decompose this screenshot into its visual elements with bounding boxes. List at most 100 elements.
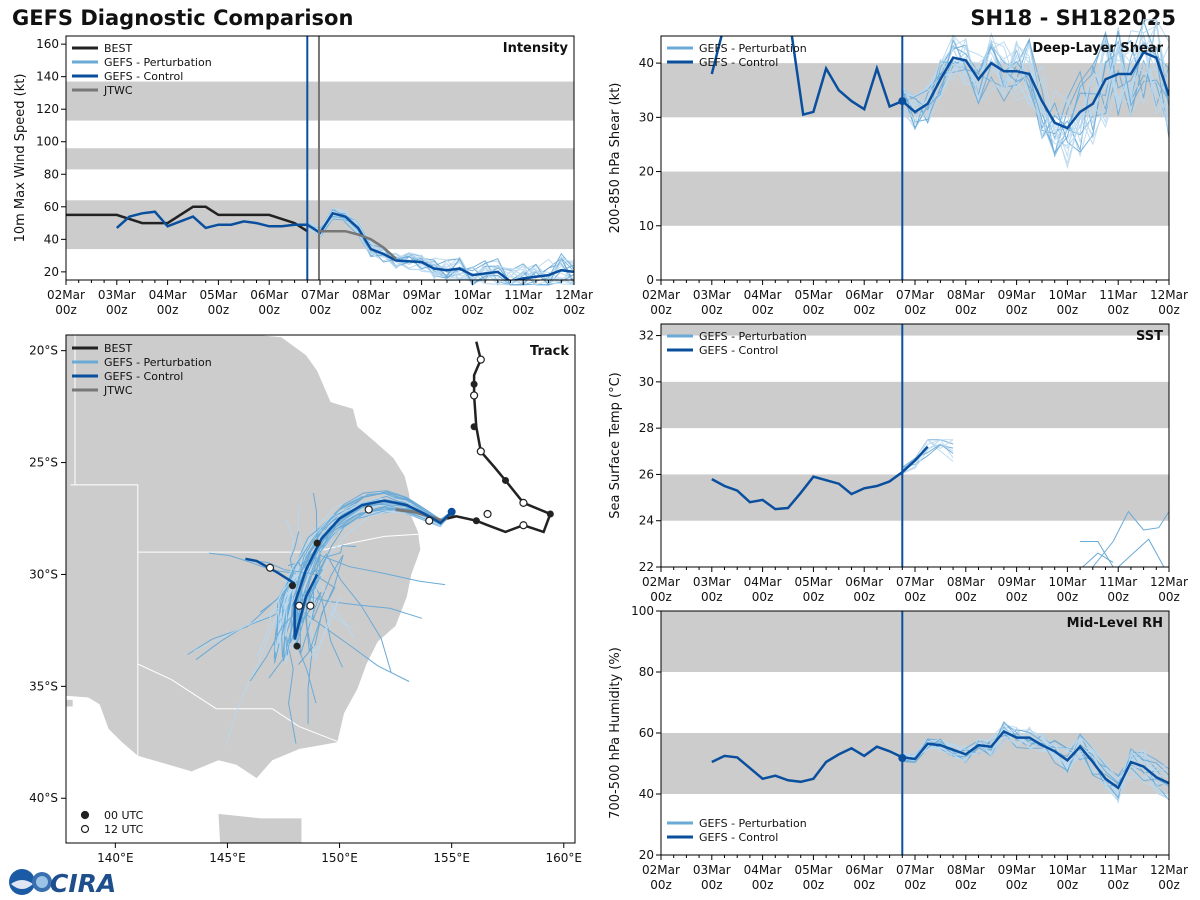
series-gefs-control [115,210,574,280]
best-00utc-marker [470,380,478,388]
x-tick-label: 00z [1057,878,1079,892]
x-tick-label: 00z [157,303,179,317]
x-tick-label: 00z [955,590,977,604]
mid-level-rh-chart: 02Mar00z03Mar00z04Mar00z05Mar00z06Mar00z… [608,604,1188,892]
chart-title: Track [530,344,569,359]
x-tick-label: 00z [853,878,875,892]
control-12utc-marker [265,563,275,572]
map-layer [66,335,575,843]
x-tick-label: 00z [208,303,230,317]
x-tick-label: 04Mar [744,288,782,302]
legend-label: GEFS - Perturbation [104,56,212,69]
legend-label: GEFS - Control [104,370,183,383]
x-tick-label: 00z [650,303,672,317]
x-tick-label: 00z [701,878,723,892]
y-tick-label: 60 [639,726,654,740]
x-tick-label: 00z [563,303,585,317]
deep-layer-shear-chart: 02Mar00z03Mar00z04Mar00z05Mar00z06Mar00z… [608,19,1188,317]
best-12utc-marker [483,509,492,519]
control-12utc-marker [295,601,304,610]
series-gefs-control [711,445,929,511]
y-axis-label: 200-850 hPa Shear (kt) [608,83,623,234]
x-tick-label: 06Mar [250,288,288,302]
x-tick-label: 155°E [433,851,470,865]
shading-band [661,324,1169,336]
init-marker [898,97,907,106]
x-tick-label: 10Mar [1048,575,1086,589]
perturbation-line [902,439,954,474]
shading-band [661,474,1169,521]
x-tick-label: 02Mar [642,288,680,302]
y-tick-label: 30 [639,110,654,124]
perturbation-line [1080,541,1114,568]
legend-label: GEFS - Control [699,56,778,69]
series-gefs-control [711,729,1169,790]
x-tick-label: 00z [752,590,774,604]
shading-band [66,81,574,121]
x-tick-label: 150°E [321,851,358,865]
x-tick-label: 00z [752,303,774,317]
x-tick-label: 00z [701,303,723,317]
x-tick-label: 00z [1158,878,1180,892]
y-tick-label: 40 [639,56,654,70]
x-tick-label: 12Mar [555,288,593,302]
best-00utc-marker [472,517,480,525]
series-jtwc [320,229,398,260]
x-tick-label: 04Mar [149,288,187,302]
shading-band [66,148,574,170]
legend-label: GEFS - Perturbation [104,356,212,369]
best-00utc-marker [546,510,554,518]
x-tick-label: 00z [360,303,382,317]
legend-label: GEFS - Perturbation [699,817,807,830]
legend-label: GEFS - Perturbation [699,42,807,55]
y-tick-label: 26 [639,467,654,481]
x-tick-label: 12Mar [1150,863,1188,877]
control-00utc-marker [313,539,321,547]
y-tick-label: 80 [639,665,654,679]
x-tick-label: 00z [1107,590,1129,604]
perturbation-line [306,217,575,286]
x-tick-label: 00z [1006,590,1028,604]
x-tick-label: 00z [462,303,484,317]
x-tick-label: 10Mar [1048,288,1086,302]
legend-label: BEST [104,42,132,55]
y-axis-label: 700-500 hPa Humidity (%) [608,647,623,819]
y-tick-label: 10 [639,219,654,233]
control-12utc-marker [425,516,434,525]
y-tick-label: 20°S [29,344,58,358]
x-tick-label: 00z [1158,590,1180,604]
control-00utc-marker [293,642,301,650]
sst-chart: 02Mar00z03Mar00z04Mar00z05Mar00z06Mar00z… [608,323,1188,604]
x-tick-label: 00z [1057,303,1079,317]
x-tick-label: 00z [512,303,534,317]
x-tick-label: 02Mar [47,288,85,302]
control-12utc-marker [364,505,373,514]
x-tick-label: 05Mar [199,288,237,302]
x-tick-label: 11Mar [504,288,542,302]
y-tick-label: 20 [639,848,654,862]
legend-label: GEFS - Control [104,70,183,83]
x-tick-label: 00z [650,590,672,604]
x-tick-label: 02Mar [642,863,680,877]
x-tick-label: 02Mar [642,575,680,589]
y-tick-label: 25°S [29,456,58,470]
init-position-marker [447,507,456,516]
y-tick-label: 160 [36,37,59,51]
best-12utc-marker [519,498,528,507]
x-tick-label: 00z [853,590,875,604]
x-tick-label: 05Mar [794,288,832,302]
y-tick-label: 30 [639,375,654,389]
best-12utc-marker [469,391,479,400]
perturbation-line [902,727,1170,793]
x-tick-label: 09Mar [998,288,1036,302]
x-tick-label: 11Mar [1099,288,1137,302]
x-tick-label: 00z [411,303,433,317]
y-tick-label: 30°S [29,567,58,581]
x-tick-label: 04Mar [744,863,782,877]
x-tick-label: 00z [55,303,77,317]
x-tick-label: 160°E [546,851,583,865]
y-tick-label: 40 [44,232,59,246]
x-tick-label: 05Mar [794,863,832,877]
intensity-chart: 02Mar00z03Mar00z04Mar00z05Mar00z06Mar00z… [13,35,593,317]
perturbation-line [902,443,954,468]
